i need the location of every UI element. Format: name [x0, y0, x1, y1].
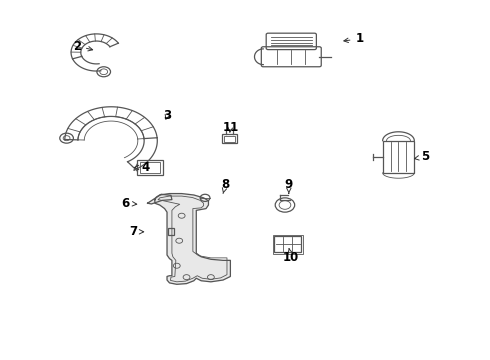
Text: 3: 3	[163, 109, 171, 122]
Text: 5: 5	[415, 150, 429, 163]
Polygon shape	[155, 194, 230, 284]
Bar	[383, 141, 415, 173]
Bar	[272, 235, 303, 254]
Text: 10: 10	[283, 248, 299, 264]
Text: 4: 4	[134, 161, 149, 174]
Text: 9: 9	[285, 178, 293, 194]
Bar	[224, 136, 235, 142]
Text: 6: 6	[122, 197, 137, 210]
Bar	[137, 160, 163, 175]
Text: 8: 8	[221, 178, 230, 194]
Bar	[140, 162, 160, 173]
Text: 2: 2	[73, 40, 93, 53]
Text: 11: 11	[222, 121, 239, 134]
Text: 7: 7	[129, 225, 144, 238]
Text: 1: 1	[344, 32, 364, 45]
Bar	[222, 134, 237, 143]
Bar	[168, 228, 174, 235]
Polygon shape	[147, 194, 172, 204]
Bar	[274, 236, 301, 252]
